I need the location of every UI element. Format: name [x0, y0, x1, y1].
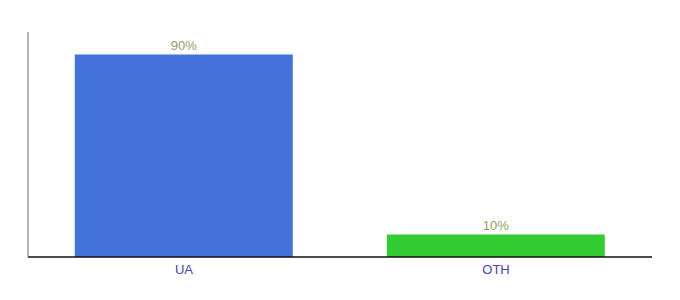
svg-text:10%: 10%	[483, 218, 509, 233]
svg-text:OTH: OTH	[482, 262, 509, 277]
svg-text:UA: UA	[175, 262, 193, 277]
svg-text:90%: 90%	[171, 38, 197, 53]
